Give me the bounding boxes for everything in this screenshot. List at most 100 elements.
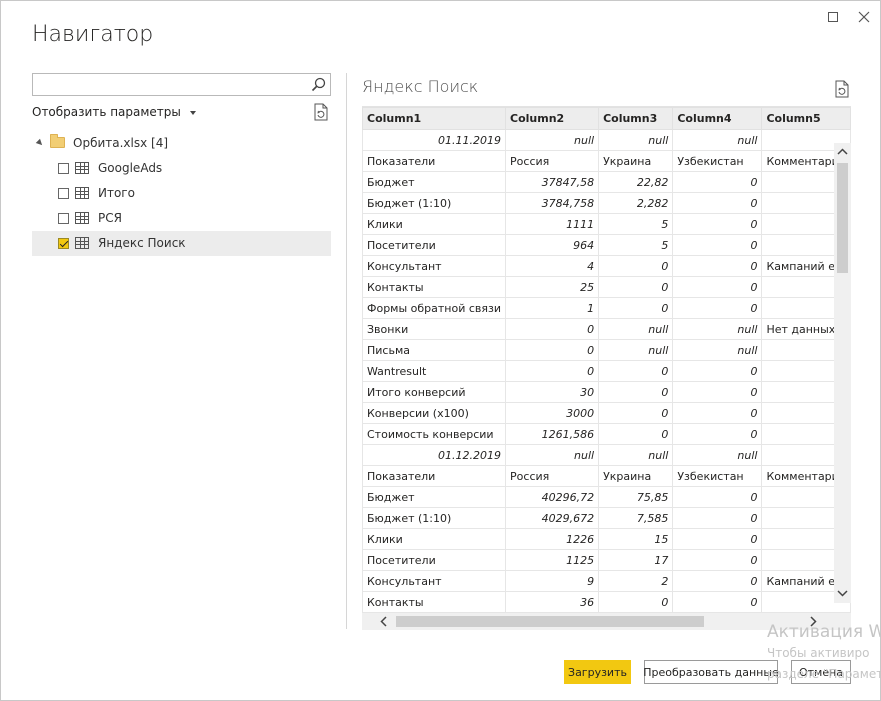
table-cell: Узбекистан: [672, 465, 763, 487]
chevron-down-icon[interactable]: [836, 587, 849, 600]
transform-data-button[interactable]: Преобразовать данные: [643, 660, 779, 684]
activation-watermark-title: Активация W: [767, 622, 881, 642]
close-button[interactable]: [853, 7, 875, 27]
column-header[interactable]: Column2: [505, 107, 600, 130]
table-cell: 964: [505, 234, 600, 256]
table-row: Бюджет (1:10) 3784,758 2,282 0: [362, 192, 851, 214]
preview-title: Яндекс Поиск: [362, 77, 479, 96]
table-cell: null: [672, 129, 763, 151]
table-cell: Украина: [598, 465, 674, 487]
horizontal-scroll-thumb[interactable]: [396, 616, 704, 627]
expand-triangle-icon[interactable]: [35, 138, 45, 148]
table-row: Письма 0 null null: [362, 339, 851, 361]
table-cell: 0: [672, 486, 763, 508]
table-row: 01.11.2019 null null null: [362, 129, 851, 151]
checkbox[interactable]: [58, 163, 69, 174]
search-icon[interactable]: [311, 77, 326, 92]
vertical-scroll-thumb[interactable]: [837, 163, 848, 273]
table-row: Бюджет 37847,58 22,82 0: [362, 171, 851, 193]
table-cell: 0: [672, 213, 763, 235]
refresh-icon[interactable]: [313, 103, 329, 121]
tree-root-label: Орбита.xlsx [4]: [73, 136, 169, 150]
refresh-icon[interactable]: [834, 80, 850, 98]
checkbox[interactable]: [58, 188, 69, 199]
table-cell: Консультант: [362, 570, 507, 592]
table-cell: null: [598, 129, 674, 151]
tree-item-rsya[interactable]: РСЯ: [32, 206, 331, 231]
table-cell: 0: [672, 381, 763, 403]
table-cell: 5: [598, 213, 674, 235]
table-cell: 4: [505, 255, 600, 277]
table-cell: null: [672, 318, 763, 340]
table-cell: 0: [672, 528, 763, 550]
table-cell: Кампаний ещ: [761, 570, 851, 592]
table-cell: Клики: [362, 528, 507, 550]
table-cell: 01.12.2019: [362, 444, 507, 466]
table-row: Клики 1111 5 0: [362, 213, 851, 235]
checkbox-checked[interactable]: [58, 238, 69, 249]
table-icon: [75, 237, 89, 249]
table-cell: Показатели: [362, 150, 507, 172]
table-cell: 37847,58: [505, 171, 600, 193]
table-cell: 0: [505, 360, 600, 382]
horizontal-scrollbar[interactable]: [362, 613, 851, 630]
folder-icon: [50, 134, 65, 148]
display-options-dropdown[interactable]: Отобразить параметры: [32, 105, 196, 119]
table-cell: null: [598, 339, 674, 361]
column-header[interactable]: Column4: [672, 107, 763, 130]
display-options-label: Отобразить параметры: [32, 105, 181, 119]
table-row: Бюджет 40296,72 75,85 0: [362, 486, 851, 508]
table-cell: Бюджет (1:10): [362, 192, 507, 214]
search-input[interactable]: [33, 74, 303, 96]
table-cell: Контакты: [362, 276, 507, 298]
search-box: [32, 73, 331, 96]
vertical-scrollbar[interactable]: [834, 143, 851, 603]
load-button[interactable]: Загрузить: [564, 660, 631, 684]
table-cell: 0: [672, 570, 763, 592]
table-cell: Посетители: [362, 549, 507, 571]
tree-item-itogo[interactable]: Итого: [32, 181, 331, 206]
table-cell: Контакты: [362, 591, 507, 613]
checkbox[interactable]: [58, 213, 69, 224]
column-header[interactable]: Column3: [598, 107, 674, 130]
tree-item-yandex-poisk[interactable]: Яндекс Поиск: [32, 231, 331, 256]
chevron-left-icon[interactable]: [376, 615, 390, 628]
tree-root-file[interactable]: Орбита.xlsx [4]: [32, 131, 331, 156]
table-row: 01.12.2019 null null null: [362, 444, 851, 466]
table-cell: 1261,586: [505, 423, 600, 445]
table-cell: 0: [598, 591, 674, 613]
cancel-button[interactable]: Отмена: [791, 660, 851, 684]
table-cell: Итого конверсий: [362, 381, 507, 403]
table-row: Консультант 4 0 0 Кампаний ещ: [362, 255, 851, 277]
table-cell: 0: [672, 360, 763, 382]
table-cell: 0: [672, 591, 763, 613]
table-cell: Клики: [362, 213, 507, 235]
table-cell: 15: [598, 528, 674, 550]
chevron-right-icon[interactable]: [806, 615, 820, 628]
preview-table-container[interactable]: Column1 Column2 Column3 Column4 Column5 …: [362, 106, 851, 633]
table-cell: Стоимость конверсии: [362, 423, 507, 445]
table-cell: 0: [598, 402, 674, 424]
tree-item-googleads[interactable]: GoogleAds: [32, 156, 331, 181]
maximize-button[interactable]: [822, 7, 844, 27]
column-header[interactable]: Column1: [362, 107, 507, 130]
table-row: Формы обратной связи 1 0 0: [362, 297, 851, 319]
maximize-icon: [828, 12, 838, 22]
table-cell: Wantresult: [362, 360, 507, 382]
table-cell: 17: [598, 549, 674, 571]
table-cell: 1226: [505, 528, 600, 550]
table-cell: 2,282: [598, 192, 674, 214]
table-cell: Узбекистан: [672, 150, 763, 172]
table-cell: 0: [672, 507, 763, 529]
table-row: Бюджет (1:10) 4029,672 7,585 0: [362, 507, 851, 529]
table-cell: 1125: [505, 549, 600, 571]
chevron-up-icon[interactable]: [836, 145, 849, 158]
table-row: Wantresult 0 0 0: [362, 360, 851, 382]
table-cell: 0: [672, 171, 763, 193]
table-cell: 0: [672, 402, 763, 424]
table-cell: Формы обратной связи: [362, 297, 507, 319]
table-cell: 0: [672, 276, 763, 298]
column-header[interactable]: Column5: [761, 107, 851, 130]
table-cell: 2: [598, 570, 674, 592]
